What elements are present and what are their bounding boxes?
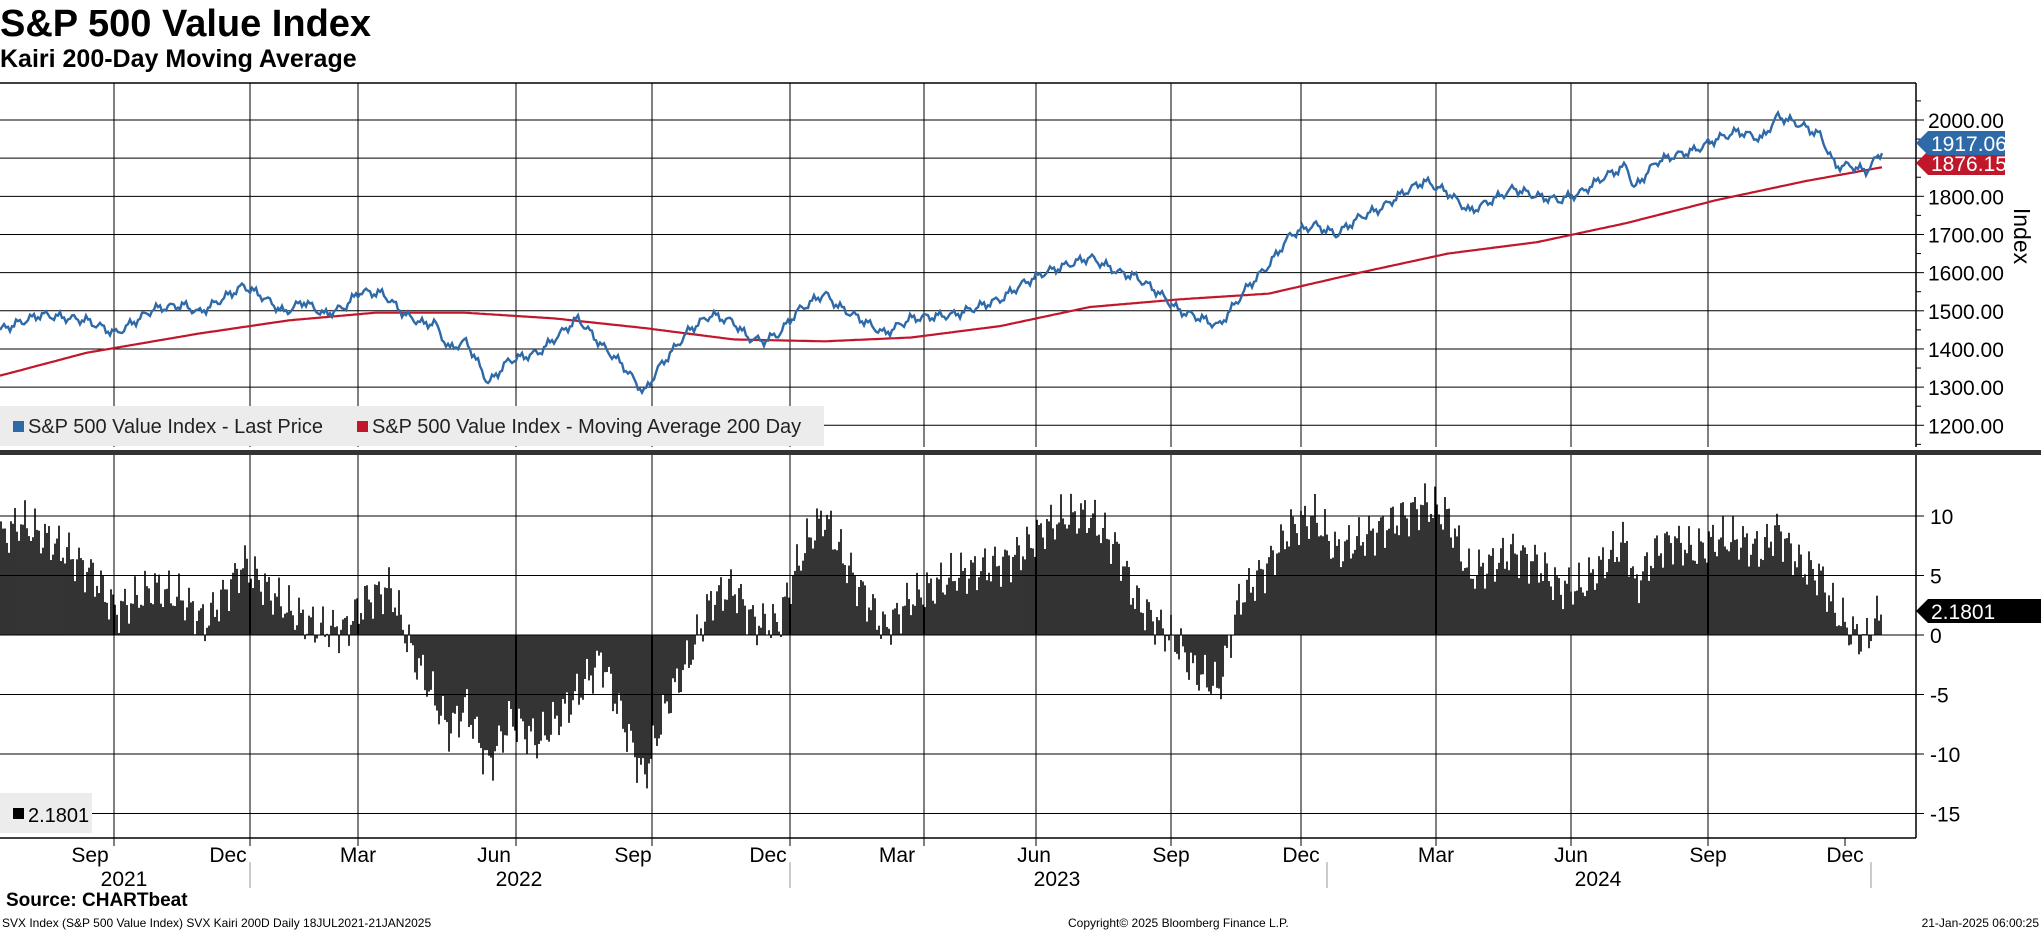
- panel-divider: [0, 450, 2041, 455]
- series-layer: [0, 109, 1884, 789]
- x-tick-label-month: Dec: [1282, 844, 1319, 867]
- x-tick-label-month: Jun: [1554, 844, 1588, 867]
- y-tick-label-lower: -10: [1930, 744, 1960, 767]
- y-tick-label-upper: 1800.00: [1928, 186, 2004, 209]
- axis-layer: 1200.00 1300.00 1400.00 1500.00 1600.00 1700.…: [0, 82, 2041, 891]
- x-tick-label-year: 2023: [1034, 868, 1081, 891]
- grid-layer: [0, 83, 1916, 838]
- y-tick-label-upper: 1500.00: [1928, 301, 2004, 324]
- y-tick-label-upper: 1700.00: [1928, 224, 2004, 247]
- x-tick-label-month: Mar: [340, 844, 376, 867]
- legend-layer: S&P 500 Value Index - Last Price S&P 500 …: [0, 406, 824, 833]
- x-tick-label-month: Dec: [749, 844, 786, 867]
- y-tick-label-lower: 5: [1930, 566, 1942, 589]
- x-tick-label-month: Jun: [477, 844, 511, 867]
- moving-average-value-label: 1876.15: [1931, 153, 2007, 176]
- legend-label-kairi: 2.1801: [28, 805, 89, 827]
- legend-swatch-price: [13, 421, 24, 432]
- x-tick-label-year: 2024: [1575, 868, 1622, 891]
- y-tick-label-upper: 1400.00: [1928, 339, 2004, 362]
- y-tick-label-upper: 2000.00: [1928, 110, 2004, 133]
- x-tick-label-month: Sep: [614, 844, 651, 867]
- page-subtitle: Kairi 200-Day Moving Average: [0, 45, 357, 73]
- x-tick-label-month: Jun: [1017, 844, 1051, 867]
- last-price-value-label: 1917.06: [1931, 133, 2007, 156]
- moving-average-line: [0, 166, 1883, 377]
- y-tick-label-upper: 1300.00: [1928, 377, 2004, 400]
- kairi-value-label-bg: [1916, 599, 2041, 623]
- x-tick-label-month: Dec: [209, 844, 246, 867]
- y-tick-label-lower: 0: [1930, 625, 1942, 648]
- y-axis-title-upper: Index: [2009, 208, 2035, 265]
- x-tick-label-month: Mar: [879, 844, 915, 867]
- legend-box-upper: [0, 406, 824, 446]
- x-tick-label-month: Sep: [71, 844, 108, 867]
- x-tick-label-year: 2021: [101, 868, 148, 891]
- y-tick-label-upper: 1600.00: [1928, 263, 2004, 286]
- x-tick-label-month: Mar: [1418, 844, 1454, 867]
- x-tick-label-year: 2022: [496, 868, 543, 891]
- timestamp: 21-Jan-2025 06:00:25: [1921, 916, 2039, 930]
- copyright-note: Copyright© 2025 Bloomberg Finance L.P.: [1068, 916, 1289, 930]
- last-price-value-label-bg: [1916, 131, 2005, 155]
- y-tick-label-lower: -15: [1930, 804, 1960, 827]
- legend-swatch-kairi: [13, 808, 24, 819]
- y-tick-label-upper: 1200.00: [1928, 415, 2004, 438]
- ticker-info: SVX Index (S&P 500 Value Index) SVX Kair…: [2, 916, 432, 930]
- x-tick-label-month: Sep: [1689, 844, 1726, 867]
- legend-label-ma: S&P 500 Value Index - Moving Average 200…: [372, 416, 801, 438]
- x-tick-label-month: Sep: [1152, 844, 1189, 867]
- x-tick-label-month: Dec: [1826, 844, 1863, 867]
- moving-average-value-label-bg: [1916, 151, 2005, 175]
- legend-label-price: S&P 500 Value Index - Last Price: [28, 416, 323, 438]
- page-title: S&P 500 Value Index: [0, 3, 372, 45]
- last-price-line: [0, 109, 1884, 396]
- legend-swatch-ma: [357, 421, 368, 432]
- y-tick-label-lower: -5: [1930, 685, 1949, 708]
- kairi-value-label: 2.1801: [1931, 601, 1995, 624]
- y-tick-label-lower: 10: [1930, 506, 1953, 529]
- source-note: Source: CHARTbeat: [6, 890, 188, 911]
